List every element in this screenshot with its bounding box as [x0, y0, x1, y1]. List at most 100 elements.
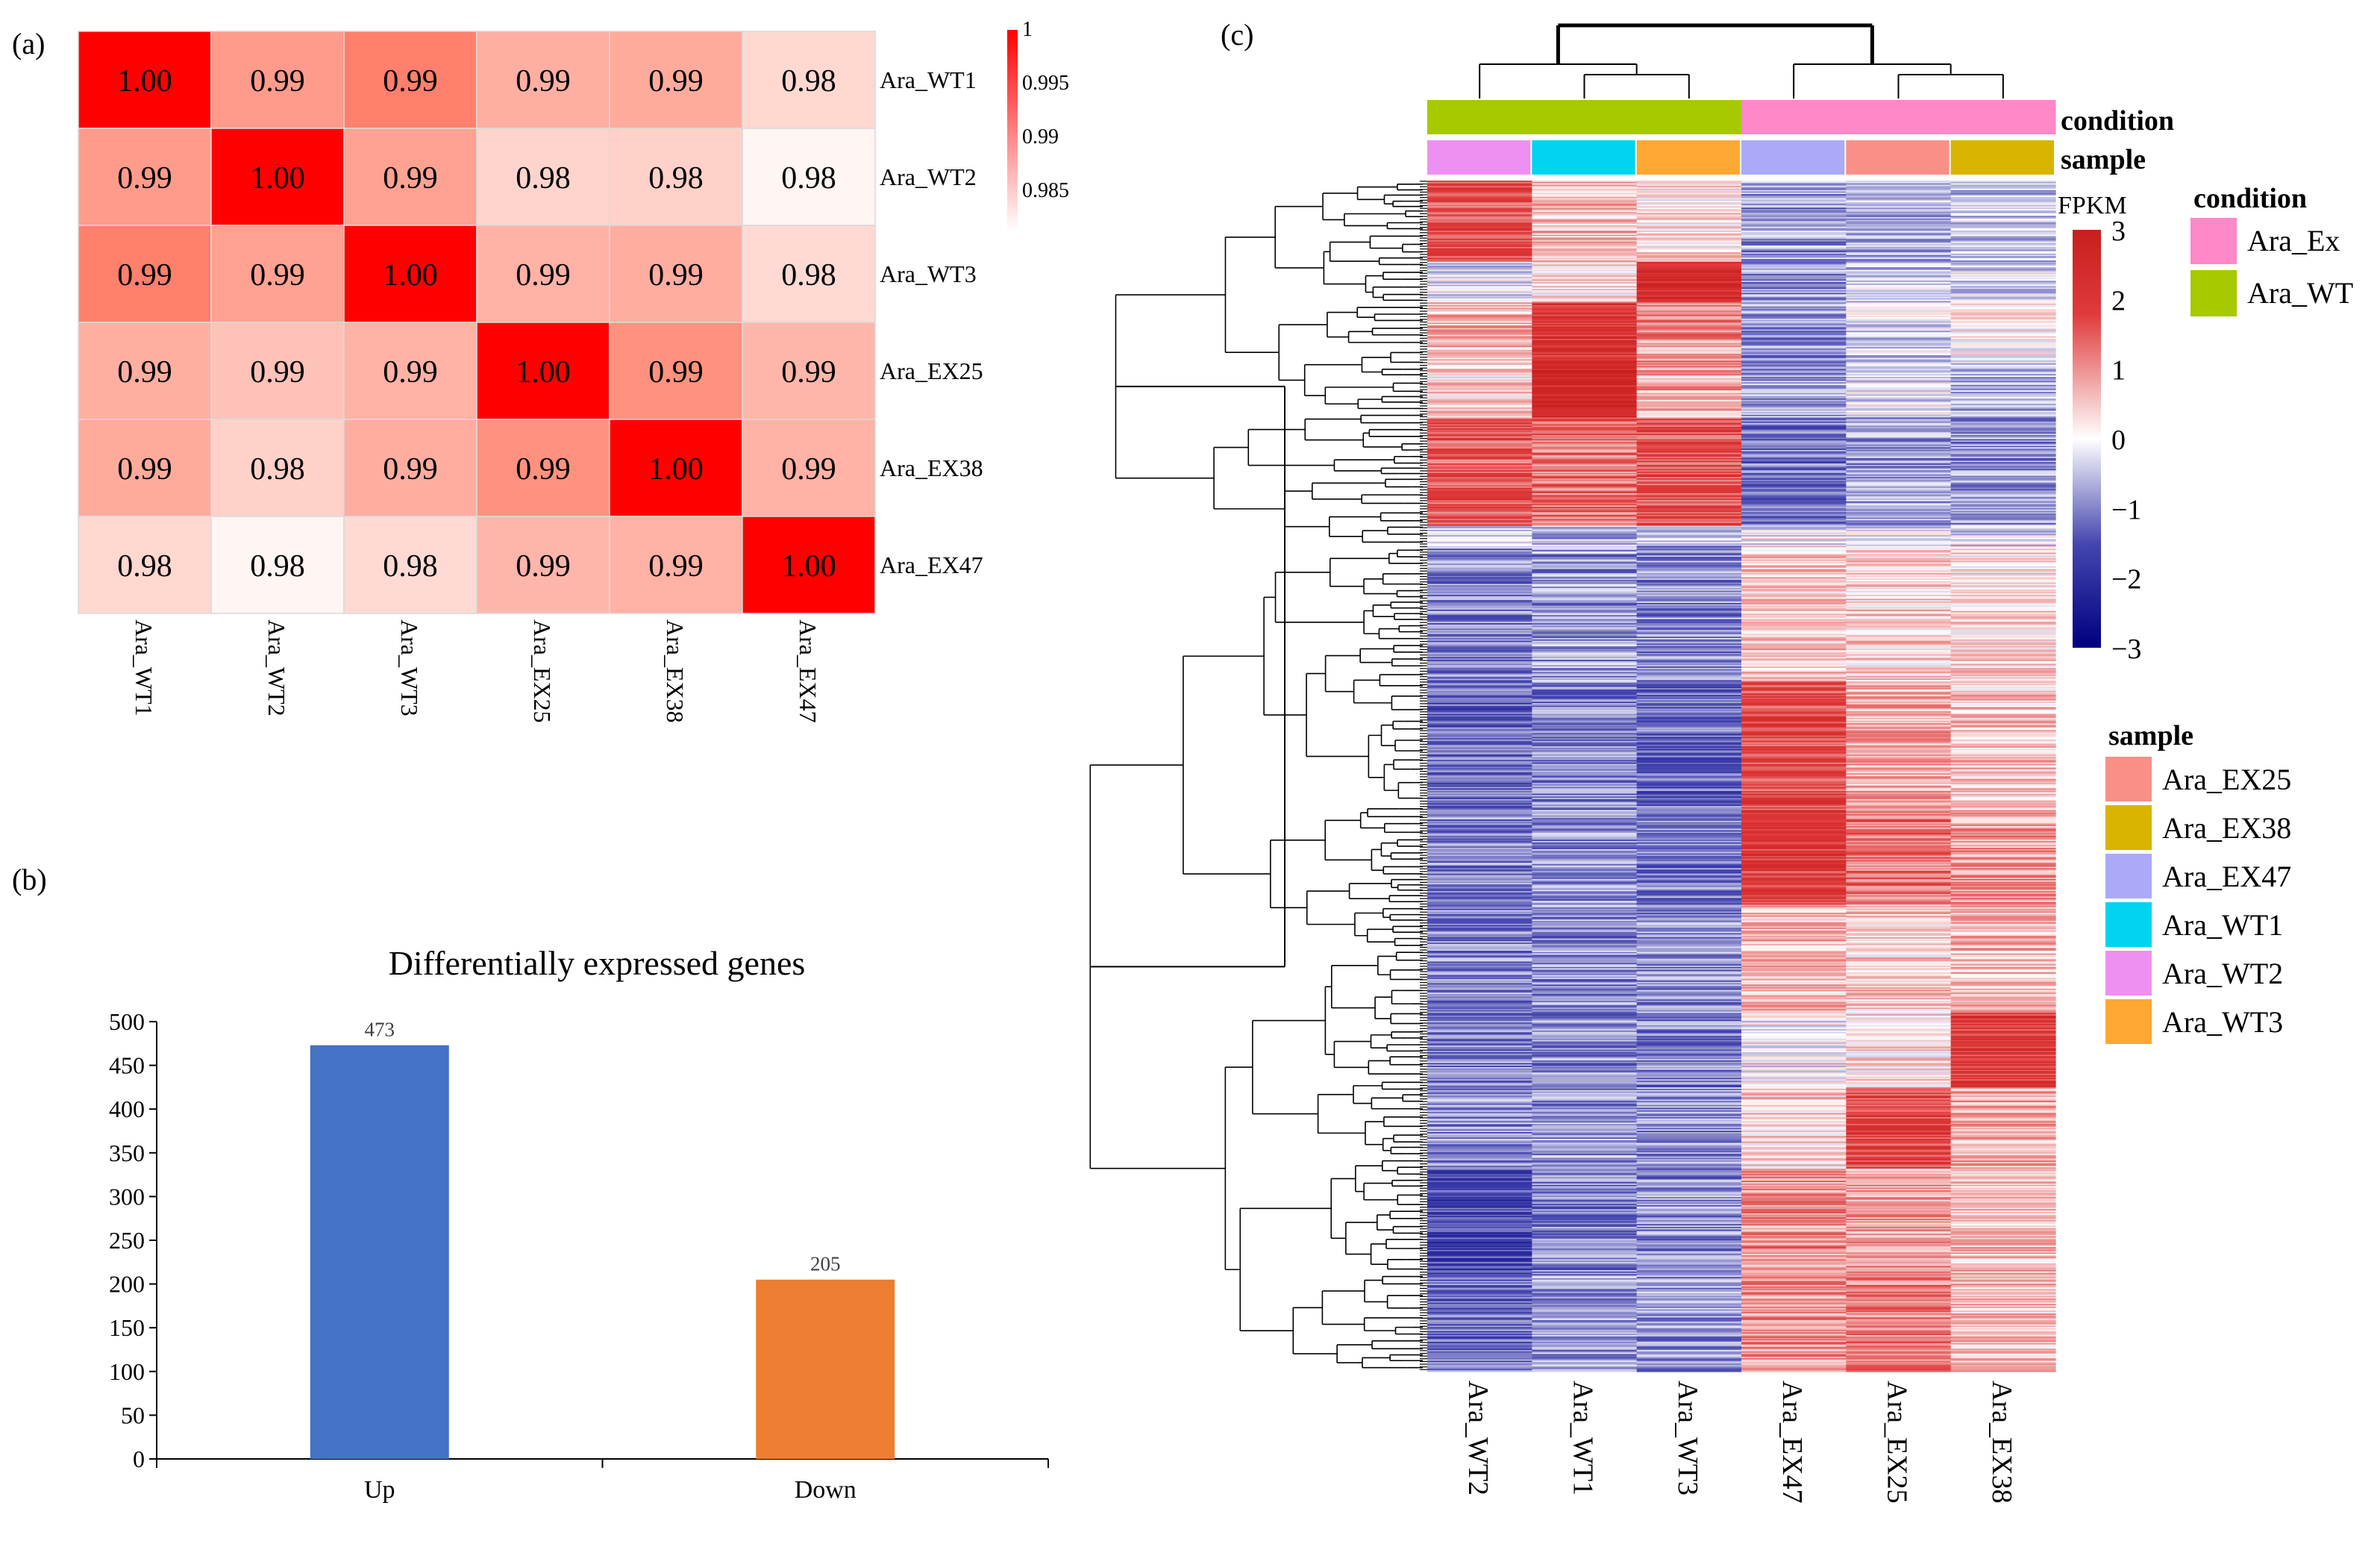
- expression-cell: [1950, 209, 2056, 211]
- expression-cell: [1741, 605, 1847, 607]
- expression-cell: [1741, 1011, 1847, 1013]
- expression-cell: [1636, 988, 1742, 991]
- expression-cell: [1427, 986, 1532, 988]
- expression-cell: [1636, 316, 1742, 318]
- expression-cell: [1427, 346, 1532, 348]
- expression-cell: [1636, 689, 1742, 692]
- expression-cell: [1636, 447, 1742, 449]
- expression-cell: [1636, 532, 1742, 534]
- expression-cell: [1636, 399, 1742, 402]
- expression-cell: [1427, 565, 1532, 567]
- expression-cell: [1427, 319, 1532, 322]
- expression-cell: [1532, 677, 1638, 680]
- expression-cell: [1846, 628, 1952, 631]
- expression-cell: [1636, 776, 1742, 778]
- expression-cell: [1427, 778, 1532, 781]
- expression-cell: [1846, 306, 1952, 309]
- corr-cell: [609, 516, 743, 614]
- expression-cell: [1846, 466, 1952, 469]
- expression-cell: [1741, 961, 1847, 963]
- corr-cell: [210, 128, 345, 226]
- expression-cell: [1950, 742, 2056, 745]
- expression-cell: [1532, 1006, 1638, 1008]
- expression-cell: [1636, 539, 1742, 542]
- expression-cell: [1636, 554, 1742, 556]
- expression-cell: [1427, 494, 1532, 497]
- expression-cell: [1741, 1019, 1847, 1022]
- expression-cell: [1427, 734, 1532, 737]
- expression-cell: [1846, 883, 1952, 885]
- expression-cell: [1741, 246, 1847, 249]
- expression-cell: [1532, 878, 1638, 881]
- expression-cell: [1741, 261, 1847, 264]
- expression-cell: [1636, 410, 1742, 413]
- expression-cell: [1532, 597, 1638, 600]
- expression-cell: [1427, 682, 1532, 685]
- expression-cell: [1427, 401, 1532, 404]
- expression-cell: [1950, 531, 2056, 534]
- expression-cell: [1741, 754, 1847, 757]
- expression-cell: [1950, 253, 2056, 256]
- expression-cell: [1636, 652, 1742, 655]
- expression-cell: [1636, 596, 1742, 598]
- expression-cell: [1950, 648, 2056, 651]
- expression-cell: [1950, 657, 2056, 659]
- expression-cell: [1427, 945, 1532, 948]
- expression-cell: [1741, 279, 1847, 281]
- expression-cell: [1532, 766, 1638, 769]
- expression-cell: [1950, 454, 2056, 456]
- expression-cell: [1846, 452, 1952, 454]
- expression-cell: [1950, 838, 2056, 840]
- expression-cell: [1846, 840, 1952, 842]
- expression-cell: [1532, 455, 1638, 457]
- expression-cell: [1427, 916, 1532, 919]
- expression-cell: [1846, 725, 1952, 728]
- expression-cell: [1846, 384, 1952, 386]
- expression-cell: [1636, 949, 1742, 951]
- expression-cell: [1532, 412, 1638, 414]
- expression-cell: [1636, 669, 1742, 672]
- expression-cell: [1741, 792, 1847, 795]
- expression-cell: [1636, 501, 1742, 504]
- expression-cell: [1532, 738, 1638, 740]
- expression-cell: [1741, 487, 1847, 490]
- expression-cell: [1636, 519, 1742, 521]
- expression-cell: [1741, 1023, 1847, 1026]
- expression-cell: [1532, 710, 1638, 713]
- expression-cell: [1427, 225, 1532, 228]
- expression-cell: [1741, 718, 1847, 720]
- expression-cell: [1636, 504, 1742, 506]
- expression-cell: [1427, 888, 1532, 890]
- expression-cell: [1427, 623, 1532, 625]
- expression-cell: [1636, 427, 1742, 429]
- expression-cell: [1532, 703, 1638, 705]
- expression-cell: [1427, 222, 1532, 225]
- expression-cell: [1950, 646, 2056, 648]
- expression-cell: [1950, 372, 2056, 375]
- expression-cell: [1636, 218, 1742, 221]
- expression-cell: [1636, 737, 1742, 739]
- expression-cell: [1427, 196, 1532, 199]
- expression-cell: [1427, 648, 1532, 651]
- expression-cell: [1532, 517, 1638, 520]
- expression-cell: [1532, 432, 1638, 434]
- expression-cell: [1427, 369, 1532, 372]
- expression-cell: [1636, 505, 1742, 507]
- expression-cell: [1950, 854, 2056, 857]
- expression-cell: [1427, 674, 1532, 677]
- expression-cell: [1741, 865, 1847, 868]
- expression-cell: [1532, 434, 1638, 437]
- expression-cell: [1532, 934, 1638, 937]
- expression-cell: [1427, 562, 1532, 564]
- expression-cell: [1532, 282, 1638, 284]
- expression-cell: [1532, 234, 1638, 237]
- expression-cell: [1532, 762, 1638, 765]
- expression-cell: [1427, 928, 1532, 930]
- expression-cell: [1950, 778, 2056, 781]
- expression-cell: [1950, 776, 2056, 778]
- expression-cell: [1636, 187, 1742, 190]
- expression-cell: [1532, 732, 1638, 735]
- expression-cell: [1741, 654, 1847, 657]
- correlation-colorbar: [1007, 30, 1018, 231]
- expression-cell: [1741, 194, 1847, 196]
